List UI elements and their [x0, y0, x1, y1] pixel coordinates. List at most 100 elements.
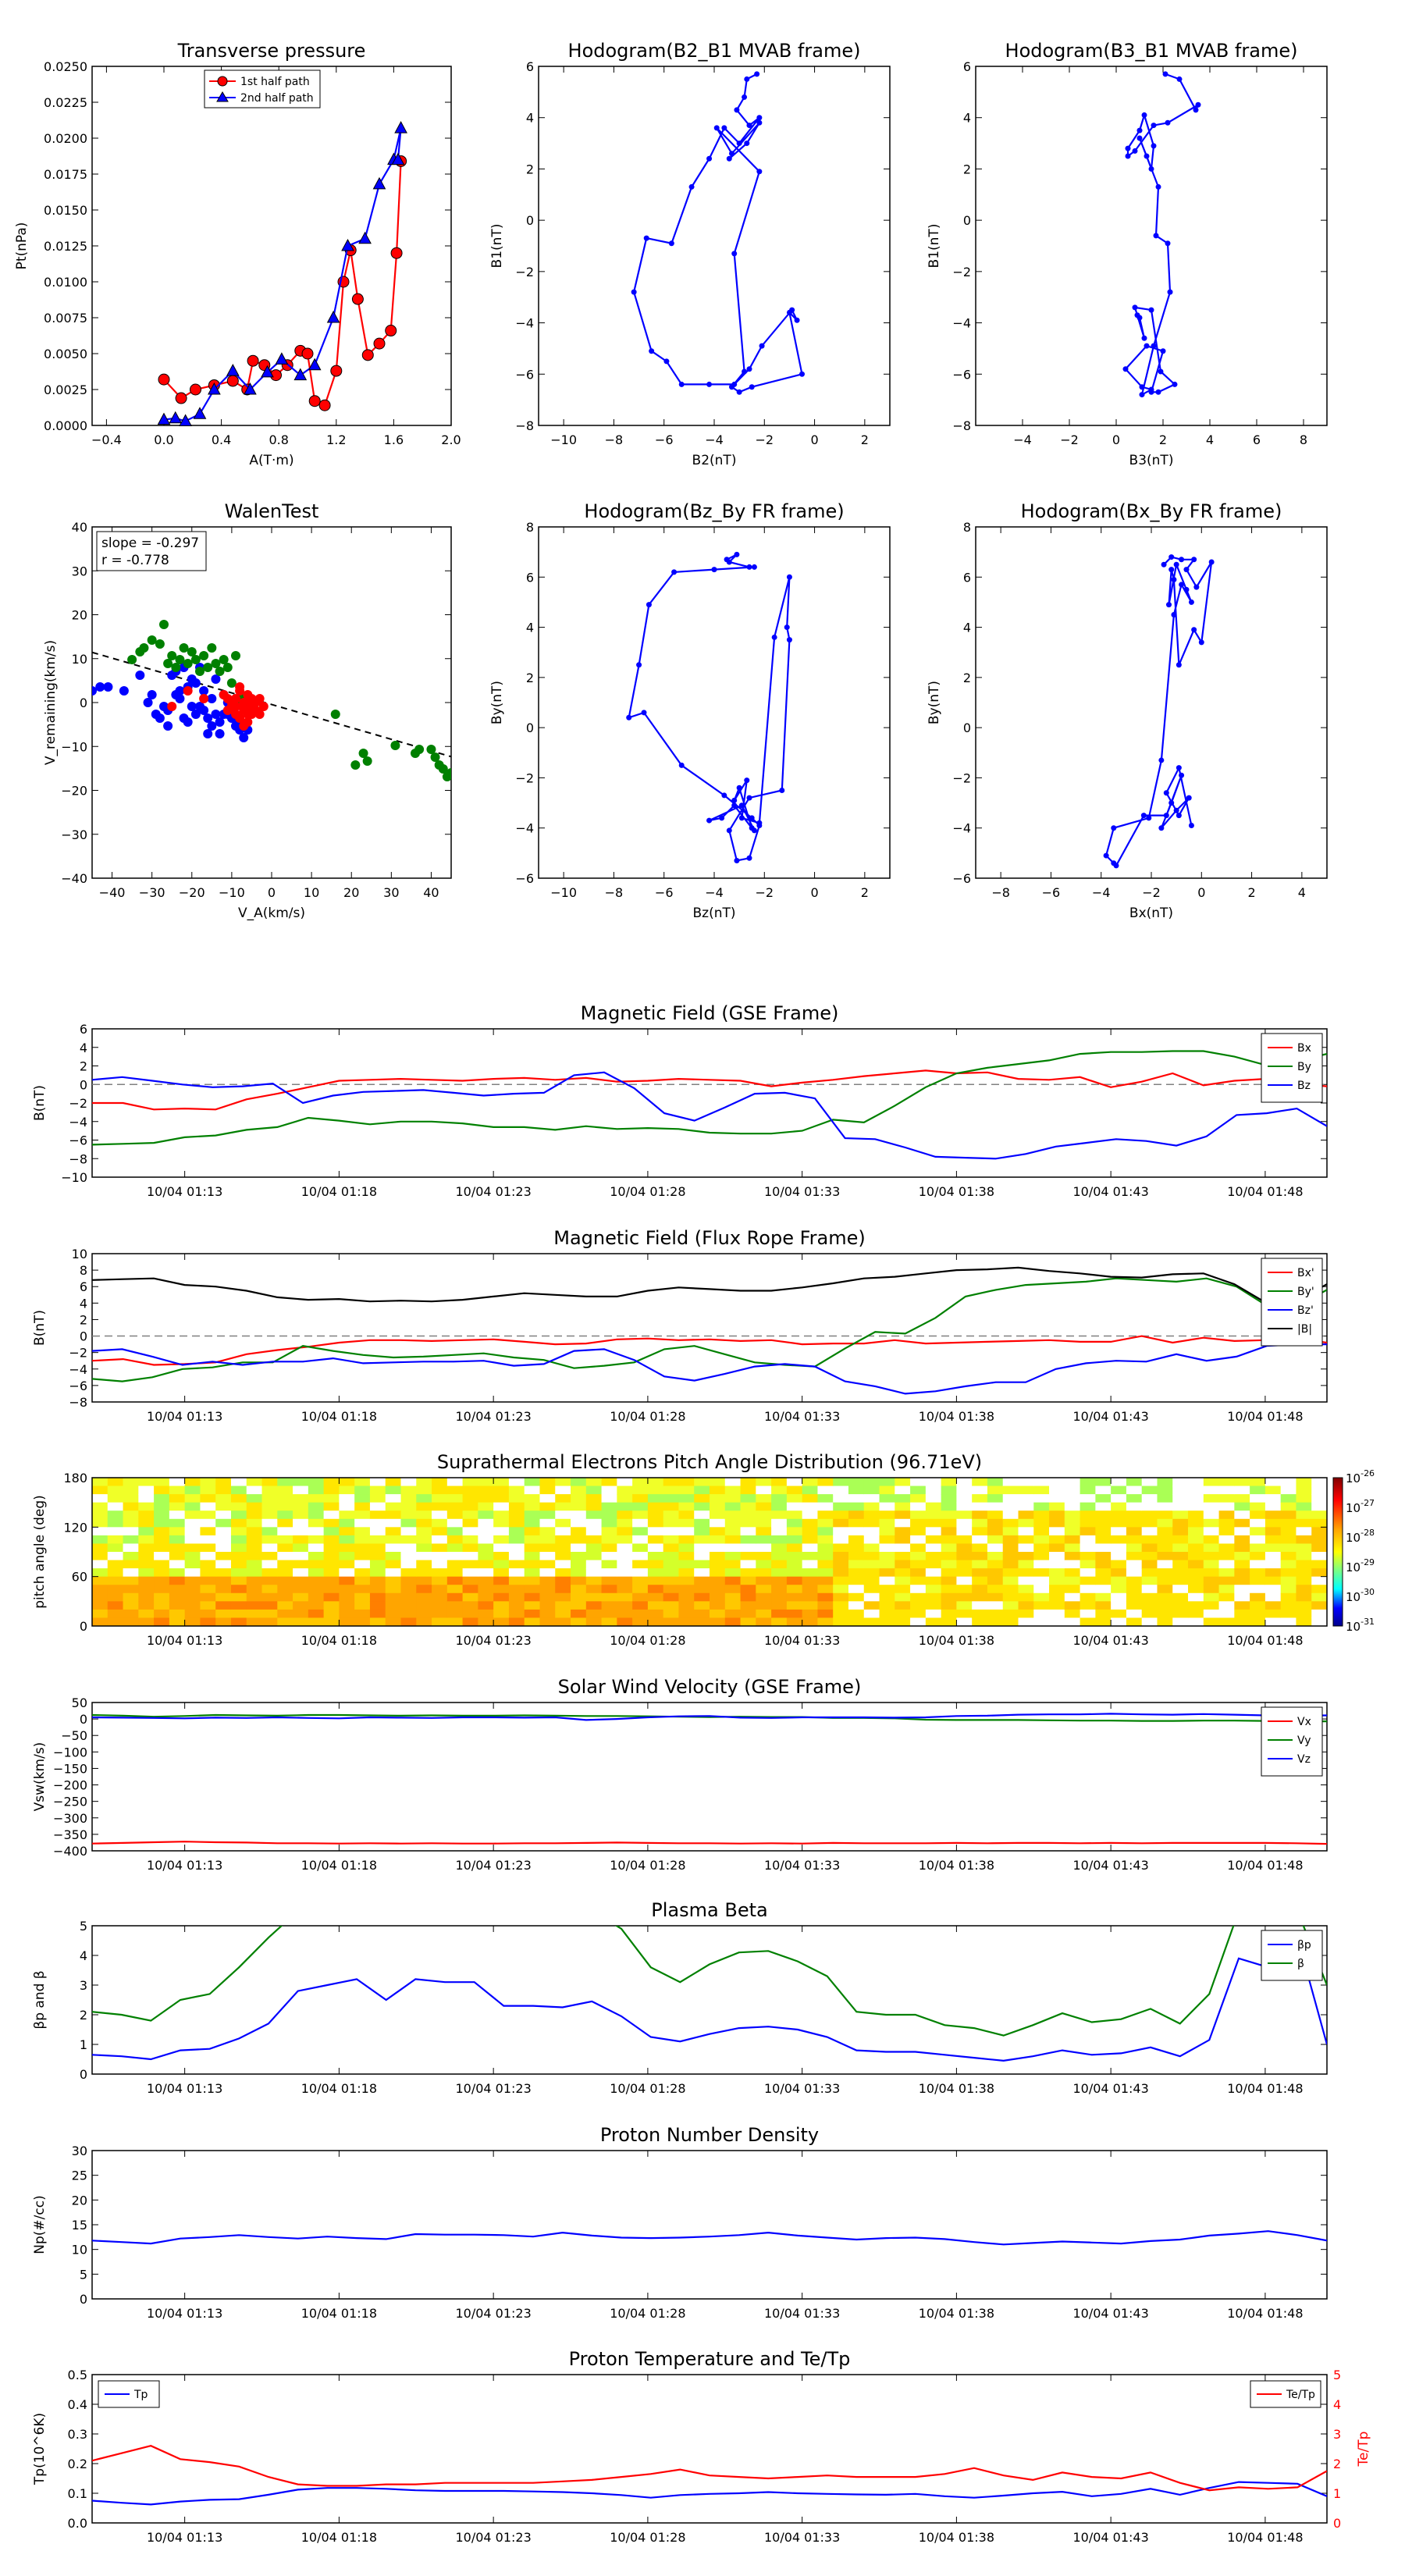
heatmap-cell [802, 1585, 819, 1594]
scatter-point [203, 663, 213, 672]
heatmap-cell [385, 1527, 402, 1536]
heatmap-cell [1157, 1485, 1173, 1495]
heatmap-cell [1018, 1617, 1034, 1626]
chart-title: Hodogram(Bx_By FR frame) [1021, 500, 1282, 522]
heatmap-cell [385, 1502, 402, 1511]
heatmap-cell [138, 1592, 155, 1602]
heatmap-cell [323, 1576, 340, 1585]
legend-label: Bz' [1297, 1304, 1314, 1317]
heatmap-cell [694, 1518, 710, 1528]
heatmap-cell [848, 1510, 865, 1520]
heatmap-cell [647, 1568, 664, 1578]
heatmap-cell [724, 1543, 742, 1553]
heatmap-cell [724, 1527, 742, 1536]
heatmap-cell [261, 1527, 278, 1536]
heatmap-cell [740, 1576, 756, 1585]
heatmap-cell [261, 1552, 278, 1561]
heatmap-cell [1203, 1510, 1220, 1520]
heatmap-cell [1264, 1601, 1282, 1610]
heatmap-cell [369, 1576, 386, 1585]
heatmap-cell [1296, 1585, 1312, 1594]
heatmap-cell [647, 1592, 664, 1602]
heatmap-cell [215, 1617, 232, 1626]
heatmap-cell [756, 1535, 772, 1545]
heatmap-cell [107, 1585, 124, 1594]
heatmap-cell [369, 1518, 386, 1528]
heatmap-cell [1264, 1518, 1282, 1528]
heatmap-cell [756, 1609, 772, 1619]
heatmap-cell [678, 1494, 695, 1503]
heatmap-cell [802, 1543, 819, 1553]
heatmap-cell [354, 1552, 371, 1561]
heatmap-cell [571, 1518, 587, 1528]
x-tick-label: −10 [550, 885, 577, 900]
heatmap-cell [632, 1494, 649, 1503]
heatmap-cell [910, 1576, 927, 1585]
x-tick-label: 1.2 [326, 432, 346, 447]
heatmap-cell [863, 1510, 880, 1520]
heatmap-cell [585, 1535, 603, 1545]
heatmap-cell [663, 1485, 680, 1495]
heatmap-cell [184, 1543, 201, 1553]
heatmap-cell [1018, 1485, 1034, 1495]
x-tick-label: −8 [605, 885, 624, 900]
x-tick-label: 10/04 01:28 [610, 1409, 685, 1424]
heatmap-cell [740, 1568, 756, 1578]
heatmap-cell [601, 1518, 617, 1528]
heatmap-cell [138, 1535, 155, 1545]
scatter-point [235, 682, 245, 692]
data-point [1193, 107, 1199, 113]
heatmap-cell [1141, 1568, 1158, 1578]
heatmap-cell [740, 1518, 756, 1528]
heatmap-cell [277, 1485, 293, 1495]
heatmap-cell [1126, 1609, 1143, 1619]
heatmap-cell [478, 1560, 494, 1569]
heatmap-cell [354, 1560, 371, 1569]
heatmap-cell [555, 1502, 571, 1511]
heatmap-cell [200, 1617, 216, 1626]
x-tick-label: 10/04 01:33 [764, 2306, 840, 2321]
heatmap-cell [724, 1560, 742, 1569]
heatmap-cell [369, 1592, 386, 1602]
heatmap-cell [848, 1535, 865, 1545]
x-tick-label: 10/04 01:18 [301, 2530, 377, 2545]
heatmap-cell [601, 1601, 617, 1610]
data-point [626, 714, 632, 720]
heatmap-cell [802, 1552, 819, 1561]
heatmap-cell [786, 1552, 803, 1561]
heatmap-cell [585, 1485, 603, 1495]
y-axis-label: By(nT) [927, 681, 942, 724]
heatmap-cell [230, 1502, 247, 1511]
heatmap-cell [802, 1617, 819, 1626]
heatmap-cell [694, 1478, 710, 1487]
heatmap-cell [138, 1478, 155, 1487]
heatmap-cell [1080, 1510, 1096, 1520]
heatmap-cell [1280, 1568, 1297, 1578]
scatter-point [175, 655, 185, 664]
x-tick-label: 10/04 01:28 [610, 2530, 685, 2545]
data-point [754, 71, 760, 77]
heatmap-cell [910, 1585, 927, 1594]
heatmap-cell [1111, 1518, 1127, 1528]
heatmap-cell [647, 1585, 664, 1594]
heatmap-cell [524, 1592, 541, 1602]
heatmap-cell [632, 1609, 649, 1619]
heatmap-cell [123, 1510, 139, 1520]
heatmap-cell [663, 1560, 680, 1569]
x-tick-label: 10/04 01:38 [919, 1858, 994, 1873]
heatmap-cell [261, 1560, 278, 1569]
heatmap-cell [1188, 1560, 1204, 1569]
scatter-point [215, 667, 225, 676]
heatmap-cell [369, 1601, 386, 1610]
heatmap-cell [339, 1535, 355, 1545]
y-tick-label: 10 [72, 2243, 87, 2258]
heatmap-cell [663, 1592, 680, 1602]
heatmap-cell [138, 1576, 155, 1585]
heatmap-cell [895, 1568, 911, 1578]
heatmap-cell [863, 1560, 880, 1569]
heatmap-cell [184, 1552, 201, 1561]
heatmap-cell [1203, 1494, 1220, 1503]
heatmap-cell [123, 1535, 139, 1545]
x-tick-label: 10/04 01:43 [1072, 2530, 1148, 2545]
heatmap-cell [1018, 1560, 1034, 1569]
